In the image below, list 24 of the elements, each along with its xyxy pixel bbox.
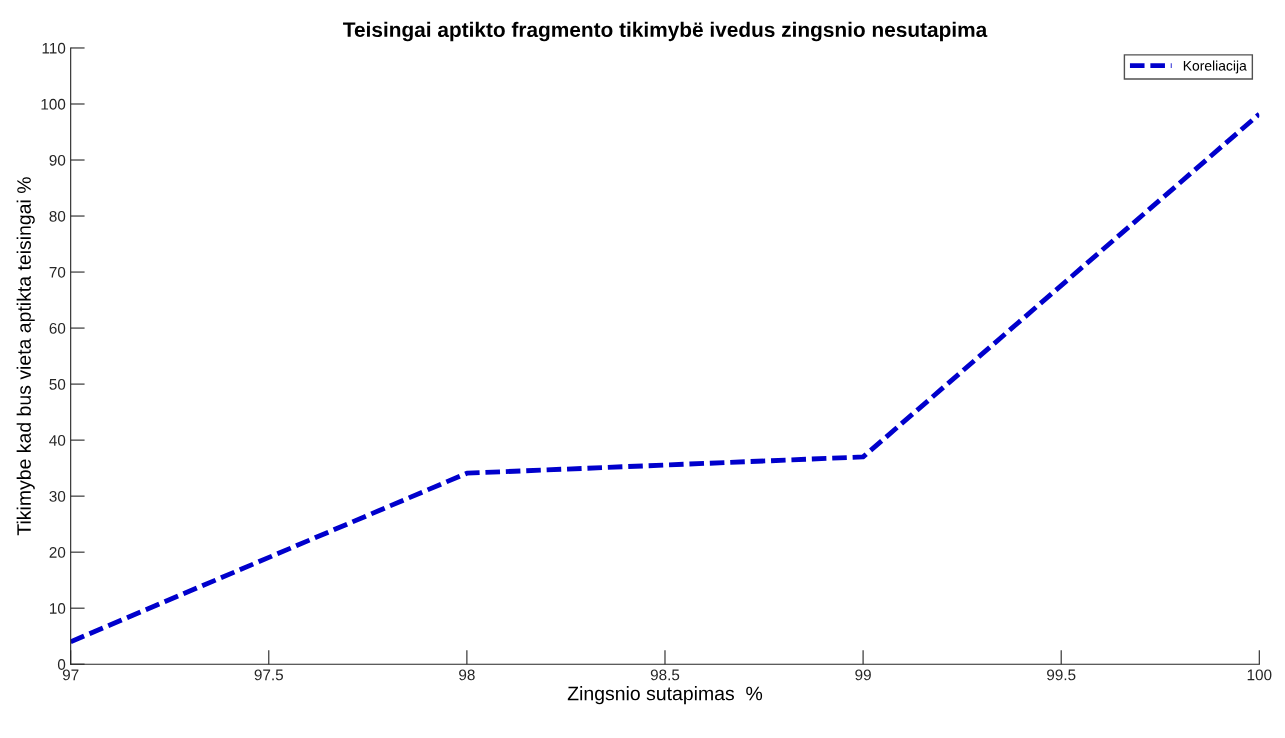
- y-tick-label: 10: [49, 603, 66, 614]
- y-tick-label: 80: [49, 210, 66, 222]
- x-tick-label: 98: [459, 669, 475, 681]
- chart-title: Teisingai aptikto fragmento tikimybë ivedus zingsnio nesutapima: [343, 21, 988, 42]
- y-tick-label: 40: [49, 434, 66, 446]
- y-tick-label: 70: [49, 266, 66, 278]
- x-tick-label: 99: [855, 669, 871, 681]
- y-tick-label: 20: [49, 547, 66, 558]
- y-tick-label: 0: [57, 659, 66, 670]
- y-tick-label: 100: [41, 98, 66, 110]
- x-tick-label: 98.5: [650, 669, 680, 681]
- y-tick-label: 30: [49, 491, 66, 502]
- y-axis-title: Tikimybe kad bus vieta aptikta teisingai %: [16, 177, 35, 536]
- y-tick-label: 50: [49, 378, 66, 390]
- line-series: [70, 111, 1260, 645]
- x-tick-label: 99.5: [1047, 669, 1076, 681]
- y-tick-label: 60: [49, 322, 66, 334]
- legend-label: Koreliacija: [1183, 60, 1247, 74]
- x-tick-label: 97: [62, 669, 79, 681]
- x-tick-label: 100: [1247, 669, 1272, 681]
- y-tick-label: 110: [42, 42, 66, 54]
- y-tick-label: 90: [49, 154, 66, 166]
- x-tick-label: 97.5: [254, 669, 284, 681]
- x-axis-title: Zingsnio sutapimas %: [567, 686, 763, 705]
